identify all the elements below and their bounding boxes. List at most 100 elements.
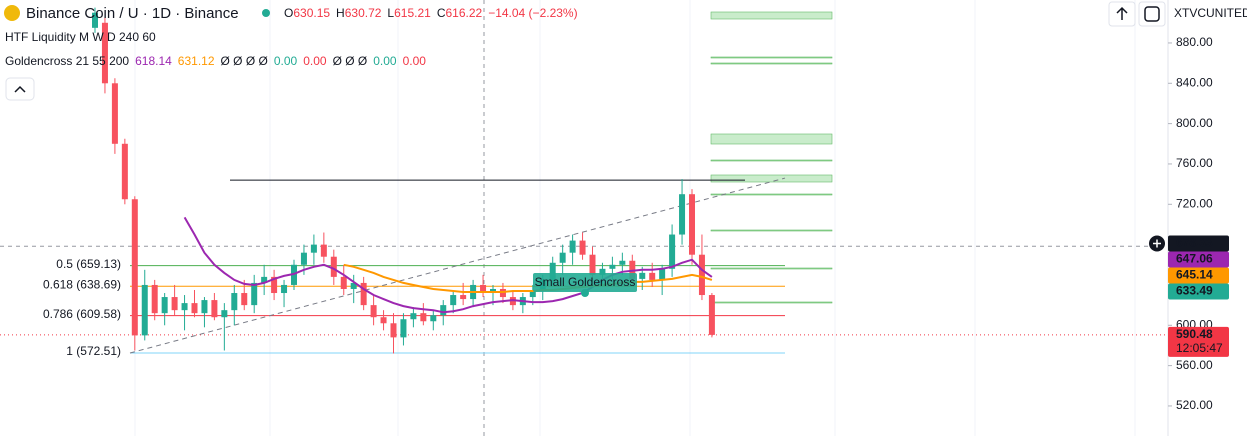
- liquidity-zone: [710, 62, 833, 65]
- candle-body: [320, 244, 327, 257]
- candle-body: [171, 297, 178, 311]
- indicator-value: 0.00: [303, 54, 327, 68]
- candle-body: [350, 282, 357, 289]
- candle-body: [191, 303, 198, 314]
- candle-body: [659, 268, 666, 280]
- indicator-value: 0.00: [403, 54, 427, 68]
- fullscreen-icon: [1144, 6, 1160, 22]
- indicator-title: Goldencross 21 55 200: [5, 54, 129, 68]
- candle-body: [639, 272, 646, 279]
- price-axis: 520.00560.00600.00640.00680.00720.00760.…: [1149, 35, 1229, 412]
- candle-body: [241, 293, 248, 306]
- trend-line: [129, 177, 786, 354]
- y-tick-label: 800.00: [1176, 116, 1213, 130]
- liquidity-zone: [710, 56, 833, 59]
- y-tick-label: 840.00: [1176, 75, 1213, 89]
- liquidity-zone: [710, 301, 833, 304]
- price-label: 647.06: [1176, 252, 1213, 266]
- price-label: 645.14: [1176, 268, 1213, 282]
- indicator-value: 0.00: [274, 54, 298, 68]
- ohlc-value: 616.22: [445, 6, 482, 20]
- ohlc-legend: O630.15 H630.72 L615.21 C616.22 −14.04 (−2.2…: [284, 6, 578, 20]
- plot: 0.5 (659.13) 0.618 (638.69) 0.786 (609.58)…: [0, 7, 1168, 358]
- fib-label: 0.786 (609.58): [43, 307, 121, 321]
- price-label: 633.49: [1176, 284, 1213, 298]
- liquidity-zone: [710, 193, 833, 196]
- price-label-box: [1168, 267, 1229, 284]
- candle-body: [569, 240, 576, 253]
- ohlc-value: 630.72: [345, 6, 382, 20]
- plus-icon: [1153, 239, 1161, 248]
- candle-body: [420, 313, 427, 322]
- candle-body: [161, 297, 168, 314]
- account-name: XTVCUNITED: [1174, 6, 1247, 20]
- symbol-logo: [4, 5, 20, 21]
- candle-body: [151, 284, 158, 314]
- ohlc-key: O: [284, 6, 293, 20]
- collapse-button[interactable]: [5, 77, 35, 101]
- liquidity-zone: [710, 267, 833, 270]
- liquidity-zones: [710, 11, 833, 304]
- candle-body: [679, 194, 686, 235]
- fib-label: 0.5 (659.13): [56, 257, 121, 271]
- candle-body: [181, 303, 188, 311]
- candle-body: [141, 284, 148, 336]
- liquidity-zone: [710, 11, 833, 20]
- candle-body: [340, 276, 347, 289]
- candle-body: [261, 276, 268, 283]
- candle-body: [708, 295, 715, 335]
- indicator-value: Ø Ø Ø: [333, 54, 368, 68]
- candle-body: [480, 284, 487, 294]
- indicator-title: HTF Liquidity M W D 240 60: [5, 30, 156, 44]
- candle-body: [92, 12, 98, 28]
- ohlc-change: −14.04 (−2.23%): [488, 6, 577, 20]
- candle-body: [370, 305, 377, 318]
- candle-body: [201, 300, 208, 314]
- candle-body: [430, 315, 437, 322]
- candle-body: [619, 260, 626, 265]
- moving-average: [343, 263, 713, 293]
- indicator-value: 631.12: [178, 54, 215, 68]
- price-label: 590.48: [1176, 327, 1213, 341]
- candle-body: [599, 268, 606, 275]
- fullscreen-button[interactable]: [1138, 1, 1166, 27]
- candle-body: [450, 295, 457, 306]
- price-label-box: [1168, 251, 1229, 268]
- arrow-icon: [1116, 6, 1128, 20]
- fib-label: 0.618 (638.69): [43, 277, 121, 291]
- candle-body: [559, 252, 566, 263]
- ohlc-key: L: [387, 6, 394, 20]
- candle-body: [669, 234, 676, 269]
- collapse-icon: [14, 85, 26, 93]
- price-label-box: [1168, 326, 1229, 357]
- candle-body: [689, 194, 695, 255]
- candle-body: [549, 262, 556, 280]
- candle-body: [310, 244, 317, 253]
- y-tick-label: 720.00: [1176, 196, 1213, 210]
- candle-body: [281, 284, 288, 294]
- candle-body: [440, 305, 447, 316]
- candle-body: [300, 252, 307, 265]
- indicator-value: Ø Ø Ø Ø: [221, 54, 268, 68]
- candle-body: [499, 288, 506, 298]
- y-tick-label: 560.00: [1176, 358, 1213, 372]
- candle-body: [460, 295, 467, 300]
- candle-body: [609, 264, 616, 269]
- ohlc-value: 630.15: [293, 6, 330, 20]
- candle-body: [271, 276, 278, 294]
- candle-body: [400, 319, 407, 338]
- indicator-value: 0.00: [373, 54, 397, 68]
- candle-body: [698, 254, 705, 296]
- candle-body: [390, 323, 397, 338]
- moving-average: [183, 216, 713, 314]
- candle-body: [589, 254, 596, 275]
- indicator-legend: Goldencross 21 55 200 618.14 631.12 Ø Ø Ø Ø…: [5, 54, 426, 68]
- ohlc-key: H: [336, 6, 345, 20]
- y-tick-label: 520.00: [1176, 398, 1213, 412]
- price-label-box: [1168, 283, 1229, 300]
- y-tick-label: 760.00: [1176, 156, 1213, 170]
- indicator-value: 618.14: [135, 54, 172, 68]
- liquidity-zone: [710, 133, 833, 145]
- liquidity-zone: [710, 229, 833, 232]
